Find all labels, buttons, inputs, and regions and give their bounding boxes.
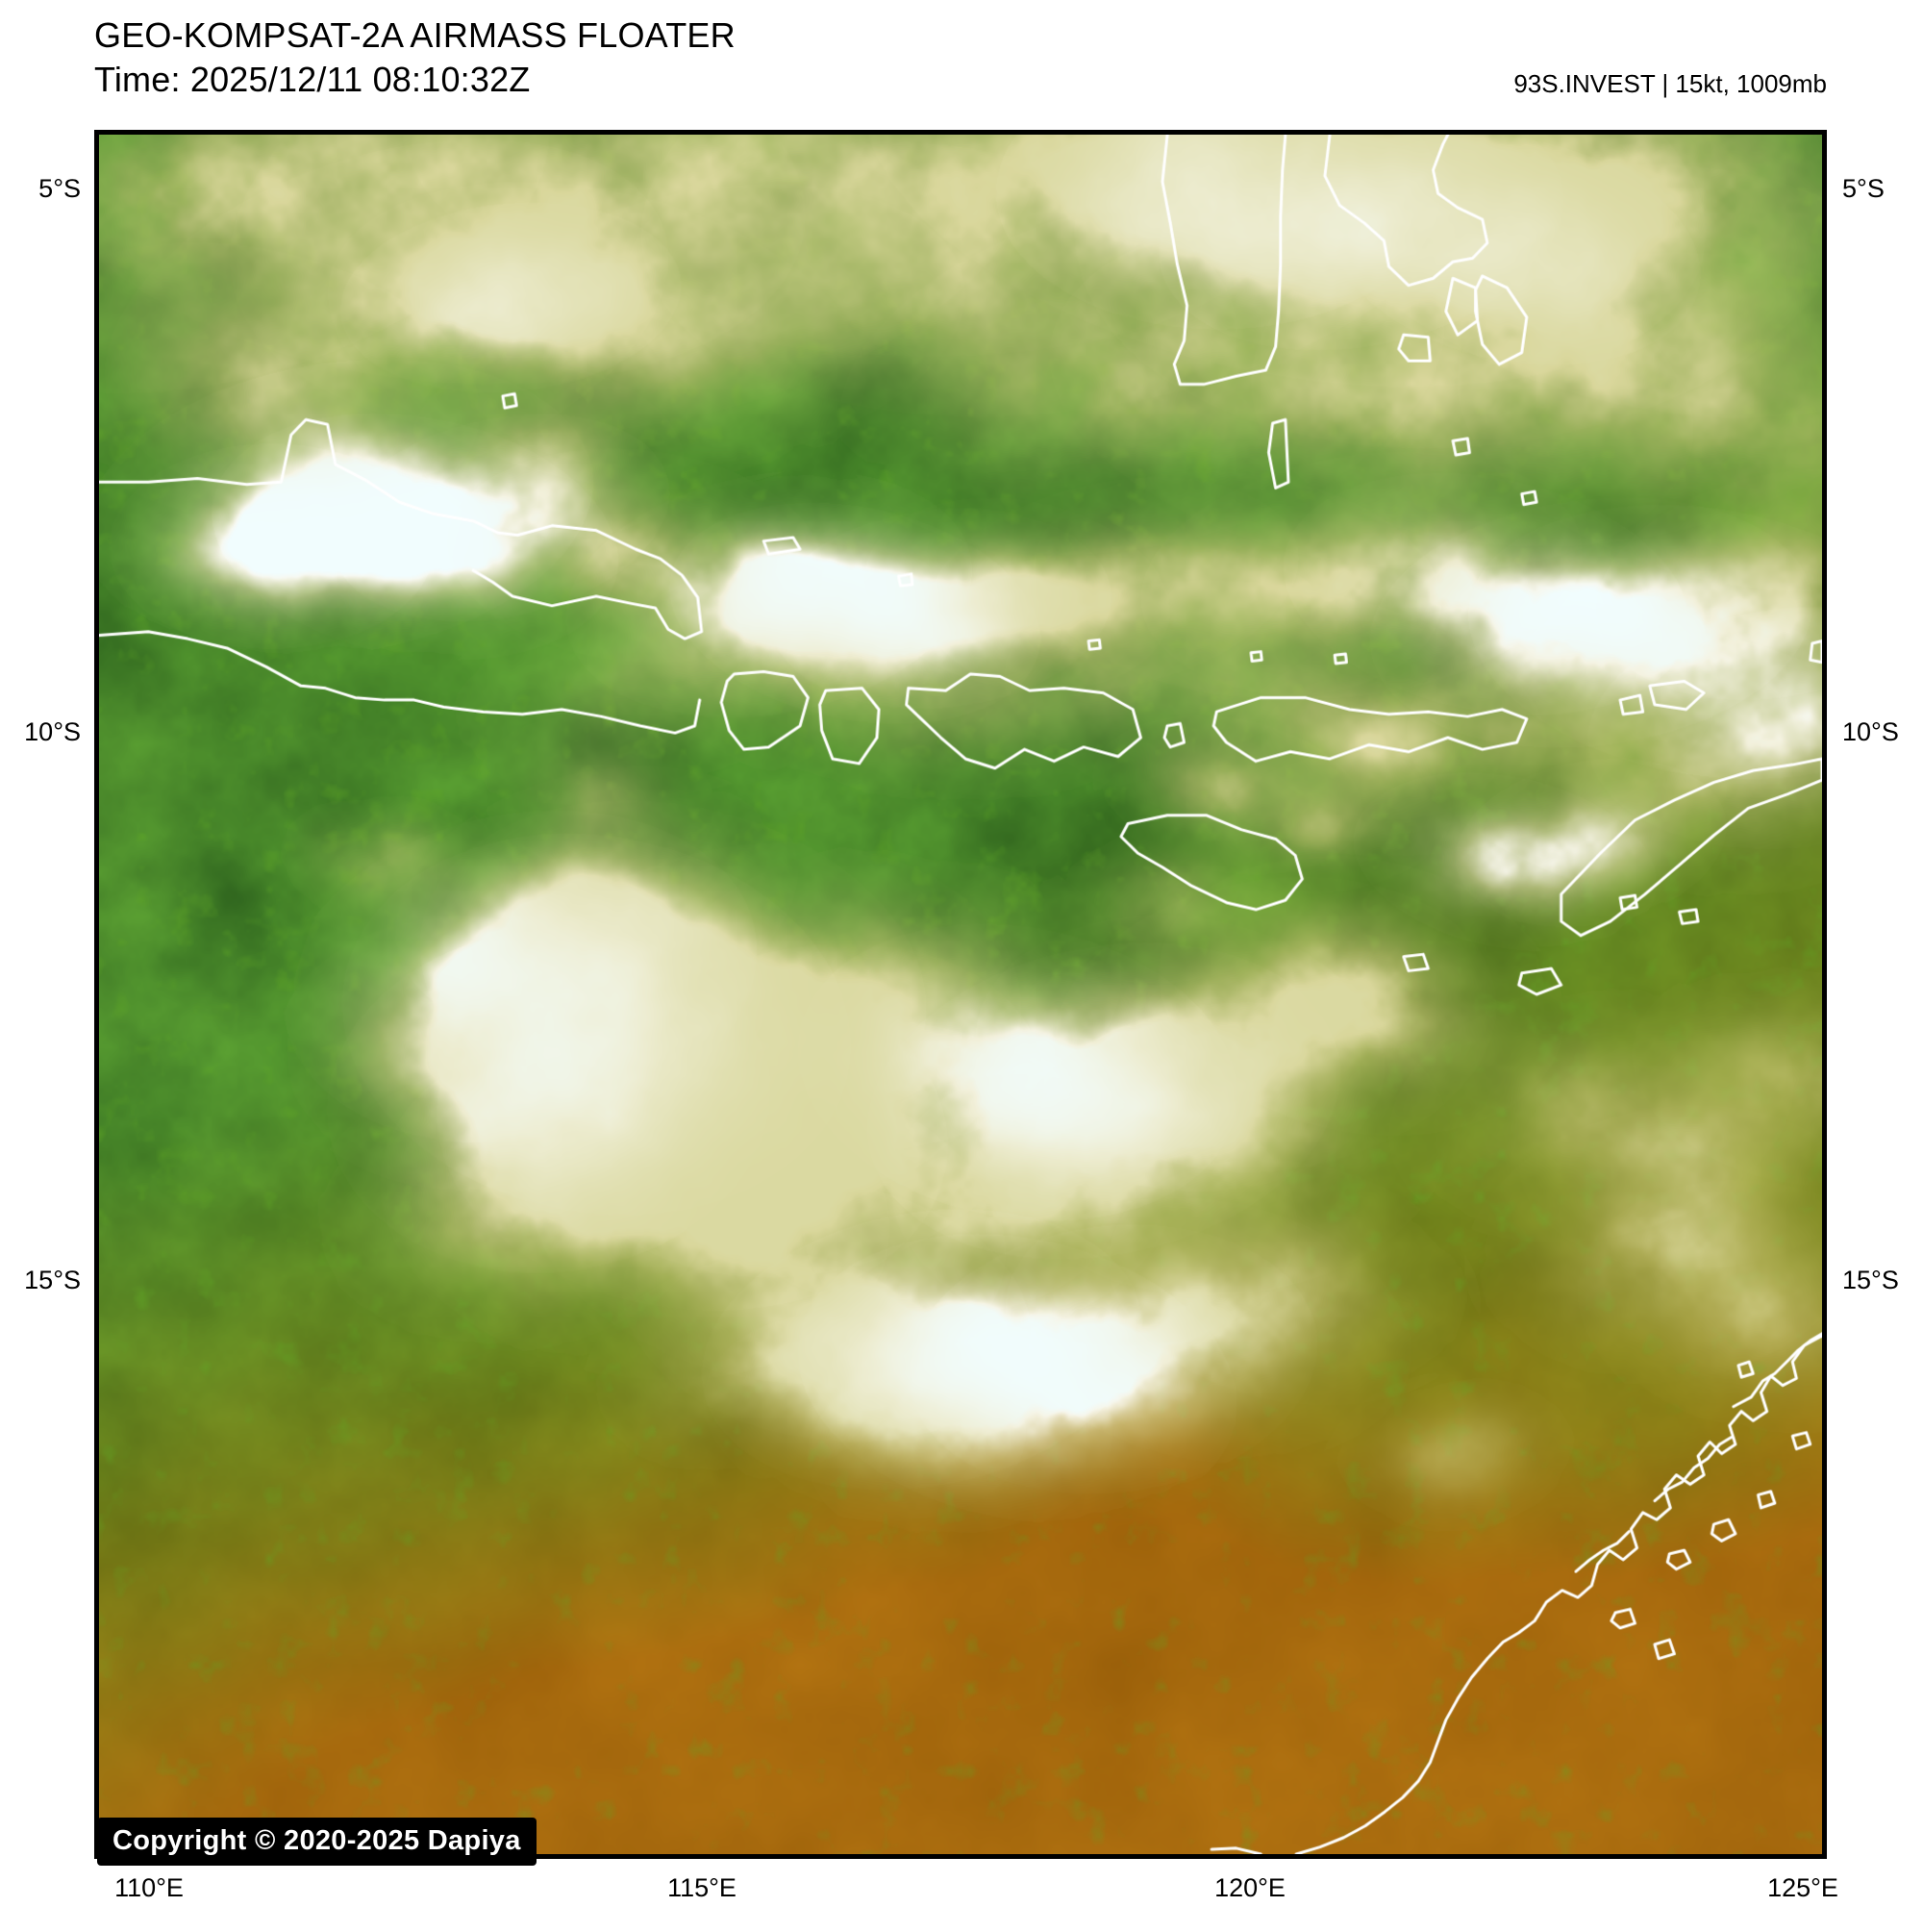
lon-tick-115e: 115°E: [667, 1873, 737, 1902]
lat-tick-right-15s: 15°S: [1842, 1266, 1899, 1294]
lon-tick-120e: 120°E: [1214, 1873, 1286, 1902]
lat-tick-left-10s: 10°S: [24, 717, 81, 746]
storm-info-label: 93S.INVEST | 15kt, 1009mb: [1513, 69, 1827, 98]
timestamp-label: Time: 2025/12/11 08:10:32Z: [94, 60, 531, 99]
lat-tick-left-5s: 5°S: [38, 174, 81, 203]
copyright-banner: Copyright © 2020-2025 Dapiya: [97, 1818, 537, 1866]
airmass-rgb-imagery: [99, 135, 1822, 1854]
lon-tick-125e: 125°E: [1767, 1873, 1838, 1902]
page-title: GEO-KOMPSAT-2A AIRMASS FLOATER: [94, 15, 736, 55]
lat-tick-right-10s: 10°S: [1842, 717, 1899, 746]
satellite-image-panel[interactable]: [94, 130, 1827, 1859]
lat-tick-right-5s: 5°S: [1842, 174, 1885, 203]
lat-tick-left-15s: 15°S: [24, 1266, 81, 1294]
lon-tick-110e: 110°E: [114, 1873, 184, 1902]
